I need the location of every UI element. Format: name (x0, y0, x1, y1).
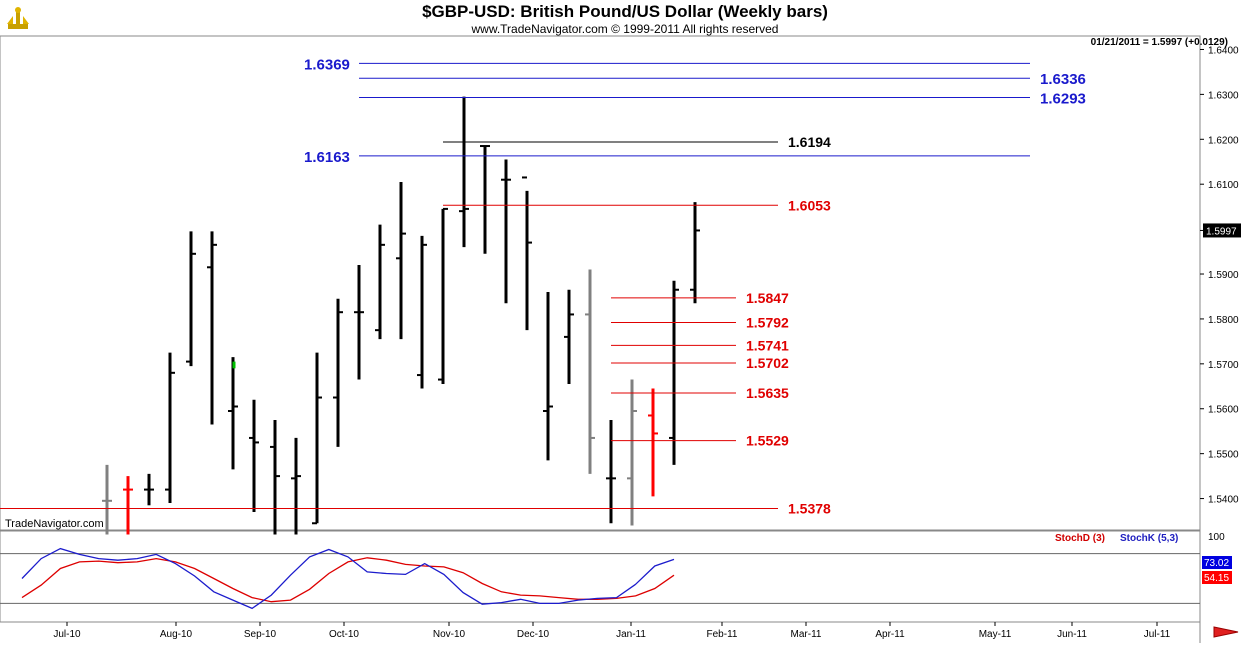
red-level-label: 1.5702 (746, 355, 789, 371)
stoch-last-box (1202, 571, 1232, 584)
stoch-last-label: 54.15 (1204, 573, 1229, 584)
red-level-label: 1.5847 (746, 290, 789, 306)
date-tick-label: Jul-11 (1144, 629, 1171, 640)
last-price-box (1203, 223, 1241, 238)
scroll-right-button[interactable] (1212, 624, 1242, 640)
blue-level-label: 1.6369 (304, 56, 350, 73)
stoch-line-k (21, 547, 675, 610)
price-tick-label: 1.5400 (1208, 495, 1239, 506)
stoch-last-label: 73.02 (1204, 558, 1229, 569)
blue-level-label: 1.6293 (1040, 91, 1086, 108)
price-tick-label: 1.6200 (1208, 135, 1239, 146)
price-tick-label: 1.5700 (1208, 360, 1239, 371)
tradenavigator-logo-icon (4, 4, 32, 37)
watermark-text: TradeNavigator.com (5, 518, 104, 530)
legend-stochd: StochD (3) (1055, 533, 1105, 544)
date-tick-label: Jul-10 (53, 629, 81, 640)
stoch-last-box (1202, 556, 1232, 569)
red-level-label: 1.6053 (788, 197, 831, 213)
blue-level-label: 1.6163 (304, 149, 350, 166)
date-tick-label: Mar-11 (791, 629, 822, 640)
date-tick-label: Aug-10 (160, 629, 193, 640)
price-readout: 01/21/2011 = 1.5997 (+0.0129) (1090, 37, 1228, 48)
red-level-label: 1.5741 (746, 337, 789, 353)
date-tick-label: Oct-10 (329, 629, 359, 640)
stoch-line-d (21, 557, 675, 603)
date-tick-label: Nov-10 (433, 629, 466, 640)
stoch-axis-label: 100 (1208, 532, 1225, 543)
date-tick-label: Dec-10 (517, 629, 550, 640)
blue-level-label: 1.6336 (1040, 71, 1086, 88)
date-tick-label: May-11 (979, 629, 1012, 640)
red-level-label: 1.5635 (746, 385, 789, 401)
stochastic-panel-frame (0, 530, 1201, 623)
date-tick-label: Sep-10 (244, 629, 277, 640)
price-tick-label: 1.6400 (1208, 45, 1239, 56)
price-tick-label: 1.6300 (1208, 90, 1239, 101)
chart-title: $GBP-USD: British Pound/US Dollar (Weekl… (422, 2, 828, 21)
price-tick-label: 1.5900 (1208, 270, 1239, 281)
red-level-label: 1.5378 (788, 500, 831, 516)
price-tick-label: 1.5600 (1208, 405, 1239, 416)
price-tick-label: 1.5500 (1208, 450, 1239, 461)
black-level-label: 1.6194 (788, 134, 831, 150)
legend-stochk: StochK (5,3) (1120, 533, 1179, 544)
date-tick-label: Jun-11 (1057, 629, 1087, 640)
red-level-label: 1.5792 (746, 315, 789, 331)
date-tick-label: Apr-11 (875, 629, 905, 640)
price-tick-label: 1.5800 (1208, 315, 1239, 326)
price-tick-label: 1.6100 (1208, 180, 1239, 191)
date-tick-label: Jan-11 (616, 629, 646, 640)
date-tick-label: Feb-11 (707, 629, 738, 640)
price-panel-frame (0, 35, 1201, 531)
red-level-label: 1.5529 (746, 433, 789, 449)
last-price-label: 1.5997 (1206, 226, 1237, 237)
chart-subtitle: www.TradeNavigator.com © 1999-2011 All r… (471, 22, 779, 36)
